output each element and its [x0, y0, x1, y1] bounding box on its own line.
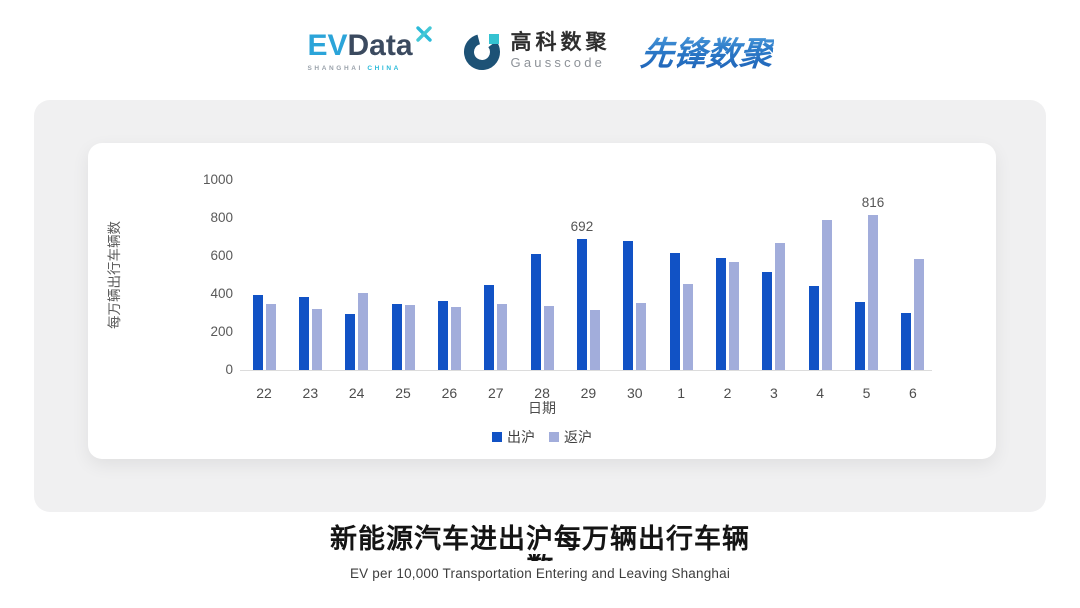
chart-card: 每万辆出行车辆数 日期 出沪 返沪 0 200 400 600 800 1000 22 23 2… [88, 143, 996, 459]
chart-card-outer: 每万辆出行车辆数 日期 出沪 返沪 0 200 400 600 800 1000 22 23 2… [34, 100, 1046, 512]
poster-subtitle: EV per 10,000 Transportation Entering an… [349, 566, 731, 581]
evdata-ev-text: EV [307, 28, 348, 62]
brand-header: EV Data SHANGHAI CHINA 高科数聚 Gausscode 先锋数 [0, 22, 1080, 80]
x-tick-label: 29 [580, 385, 597, 401]
bar-chuhu [762, 271, 773, 370]
bar-fanhu [589, 309, 600, 370]
bar-chuhu [808, 286, 819, 370]
bar-chuhu [437, 301, 448, 370]
y-tick-label: 200 [210, 324, 233, 339]
y-tick-label: 0 [225, 362, 233, 377]
x-tick-label: 25 [395, 385, 411, 401]
legend-label-fanhu: 返沪 [564, 429, 592, 445]
bar-chuhu [484, 284, 495, 370]
legend-item-chuhu: 出沪 [492, 427, 535, 447]
bar-chuhu [669, 252, 680, 370]
evdata-shanghai-text: SHANGHAI [307, 64, 363, 72]
bar-fanhu [311, 309, 322, 370]
y-tick-label: 400 [210, 286, 233, 301]
x-tick-label: 22 [256, 385, 272, 401]
evdata-china-text: CHINA [367, 64, 401, 72]
bar-fanhu [682, 284, 693, 370]
bar-fanhu [868, 214, 879, 370]
bar-chuhu [530, 254, 541, 370]
bar-fanhu [729, 262, 739, 370]
bar-fanhu [450, 306, 461, 370]
evdata-data-text: Data [347, 28, 413, 62]
x-tick-label: 23 [302, 385, 319, 401]
x-tick-label: 2 [723, 385, 732, 401]
x-tick-label: 5 [862, 385, 871, 401]
bar-fanhu [543, 306, 554, 370]
bar-chuhu [855, 301, 866, 370]
bar-fanhu [914, 258, 925, 370]
bar-chuhu [298, 297, 309, 370]
y-tick-label: 800 [210, 210, 233, 225]
bar-fanhu [636, 302, 647, 370]
gausscode-cn-text: 高科数聚 [510, 31, 611, 55]
xianfeng-logo: 先锋数聚 [638, 27, 775, 75]
gausscode-text: 高科数聚 Gausscode [511, 32, 611, 70]
gausscode-logo: 高科数聚 Gausscode [463, 31, 611, 71]
poster-title-line1: 新能源汽车进出沪每万辆出行车辆 [330, 524, 750, 554]
bar-fanhu [358, 293, 369, 370]
x-tick-label: 26 [441, 385, 458, 401]
poster-title-clip: 数 [0, 554, 1080, 561]
x-tick-label: 6 [908, 385, 917, 401]
evdata-logo: EV Data SHANGHAI CHINA [307, 25, 432, 72]
x-axis-line [240, 370, 932, 371]
legend-swatch-chuhu [492, 432, 502, 442]
x-tick-label: 3 [769, 385, 778, 401]
bar-fanhu [497, 304, 508, 370]
bar-chart: 每万辆出行车辆数 日期 出沪 返沪 0 200 400 600 800 1000 22 23 2… [88, 143, 996, 459]
poster-title-line2: 数 [0, 554, 1080, 561]
evdata-subcaption: SHANGHAI CHINA [307, 65, 400, 72]
x-tick-label: 4 [816, 385, 825, 401]
y-tick-label: 600 [210, 248, 233, 263]
y-tick-label: 1000 [202, 172, 233, 187]
y-axis-title: 每万辆出行车辆数 [107, 221, 122, 329]
poster-title: 新能源汽车进出沪每万辆出行车辆 数 [0, 524, 1080, 561]
bar-chuhu [345, 313, 356, 370]
bar-fanhu [404, 305, 415, 370]
legend-swatch-fanhu [549, 432, 559, 442]
bar-fanhu [775, 243, 786, 370]
x-tick-label: 27 [487, 385, 504, 401]
bar-fanhu [821, 220, 832, 370]
x-tick-label: 30 [627, 385, 643, 401]
bar-fanhu [265, 304, 276, 370]
bar-chuhu [252, 295, 263, 370]
gausscode-g-icon [463, 34, 500, 70]
x-axis-title: 日期 [528, 400, 556, 416]
gausscode-en-text: Gausscode [510, 55, 606, 71]
bar-chuhu [901, 313, 912, 370]
evdata-star-icon [415, 25, 432, 42]
bar-chuhu [391, 303, 402, 370]
bar-chuhu [623, 240, 634, 370]
bar-value-label: 816 [861, 194, 885, 210]
x-tick-label: 28 [534, 385, 550, 401]
bar-chuhu [576, 238, 587, 370]
x-tick-label: 24 [348, 385, 365, 401]
chart-legend: 出沪 返沪 [88, 427, 996, 447]
legend-item-fanhu: 返沪 [549, 427, 592, 447]
bar-chuhu [716, 257, 726, 370]
bar-value-label: 692 [570, 218, 594, 234]
evdata-wordmark: EV Data [307, 25, 432, 62]
x-tick-label: 1 [677, 385, 686, 401]
legend-label-chuhu: 出沪 [507, 429, 535, 445]
